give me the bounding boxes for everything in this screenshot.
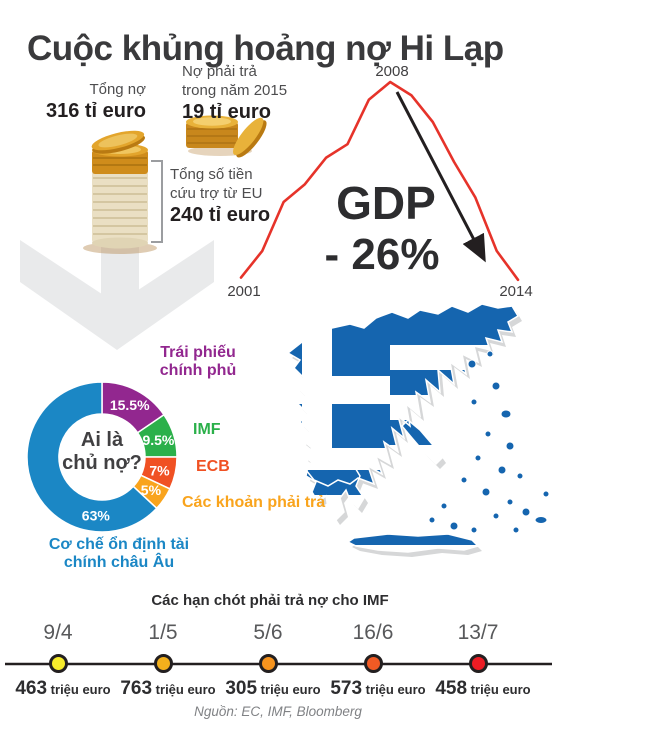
gdp-year-start: 2001 bbox=[227, 283, 261, 300]
page-title: Cuộc khủng hoảng nợ Hi Lạp bbox=[27, 29, 504, 69]
timeline-title: Các hạn chót phải trả nợ cho IMF bbox=[151, 592, 389, 609]
stat-due-2015-label1: Nợ phải trả bbox=[182, 63, 257, 80]
slice-label-government-bonds: Trái phiếu chính phủ bbox=[159, 344, 237, 379]
stat-eu-bailout: Tổng số tiền cứu trợ từ EU 240 tỉ euro bbox=[170, 165, 270, 227]
gdp-annotation: GDP bbox=[336, 177, 436, 229]
slice-label-ecb: ECB bbox=[196, 458, 230, 475]
bracket-icon bbox=[151, 160, 163, 243]
stat-due-2015-value: 19 tỉ euro bbox=[182, 101, 271, 123]
donut-center-line1: Ai là bbox=[80, 429, 124, 451]
gdp-year-peak: 2008 bbox=[375, 63, 409, 80]
donut-center-line2: chủ nợ? bbox=[62, 452, 142, 474]
donut-slice-percent: 7% bbox=[149, 462, 170, 478]
stat-total-debt: Tổng nợ 316 tỉ euro bbox=[36, 80, 146, 123]
creditors-donut-chart: 15.5% 9.5% 7% 5% 63% bbox=[26, 381, 178, 533]
gdp-drop-annotation: - 26% bbox=[324, 230, 440, 279]
slice-label-imf: IMF bbox=[193, 421, 221, 438]
coin-stack-icon bbox=[83, 130, 157, 254]
stat-total-debt-label: Tổng nợ bbox=[89, 81, 146, 98]
stat-due-2015-label2: trong năm 2015 bbox=[182, 82, 288, 99]
donut-center-question: Ai là chủ nợ? bbox=[52, 429, 152, 475]
stat-total-debt-value: 316 tỉ euro bbox=[45, 100, 146, 122]
gdp-year-end: 2014 bbox=[499, 283, 533, 300]
donut-slice-percent: 15.5% bbox=[110, 397, 150, 413]
gdp-line-chart bbox=[239, 80, 520, 282]
stat-eu-bailout-value: 240 tỉ euro bbox=[170, 204, 271, 226]
donut-slice-percent: 63% bbox=[82, 508, 111, 524]
stat-eu-bailout-label1: Tổng số tiền bbox=[170, 166, 253, 183]
gdp-line bbox=[239, 80, 520, 282]
donut-slice-percent: 9.5% bbox=[142, 432, 174, 448]
source-credit: Nguồn: EC, IMF, Bloomberg bbox=[194, 704, 362, 719]
slice-label-payables: Các khoản phải trả bbox=[182, 494, 326, 511]
coin-pile-icon bbox=[186, 115, 267, 158]
greece-map bbox=[287, 303, 550, 557]
donut-slice bbox=[26, 381, 158, 533]
decline-arrow-icon bbox=[395, 91, 486, 263]
aegean-islands bbox=[428, 350, 550, 534]
stat-eu-bailout-label2: cứu trợ từ EU bbox=[170, 185, 263, 202]
slice-label-efsf: Cơ chế ổn định tài chính châu Âu bbox=[48, 536, 190, 571]
stat-due-2015: Nợ phải trả trong năm 2015 19 tỉ euro bbox=[182, 62, 287, 124]
donut-slice-percent: 5% bbox=[141, 482, 162, 498]
